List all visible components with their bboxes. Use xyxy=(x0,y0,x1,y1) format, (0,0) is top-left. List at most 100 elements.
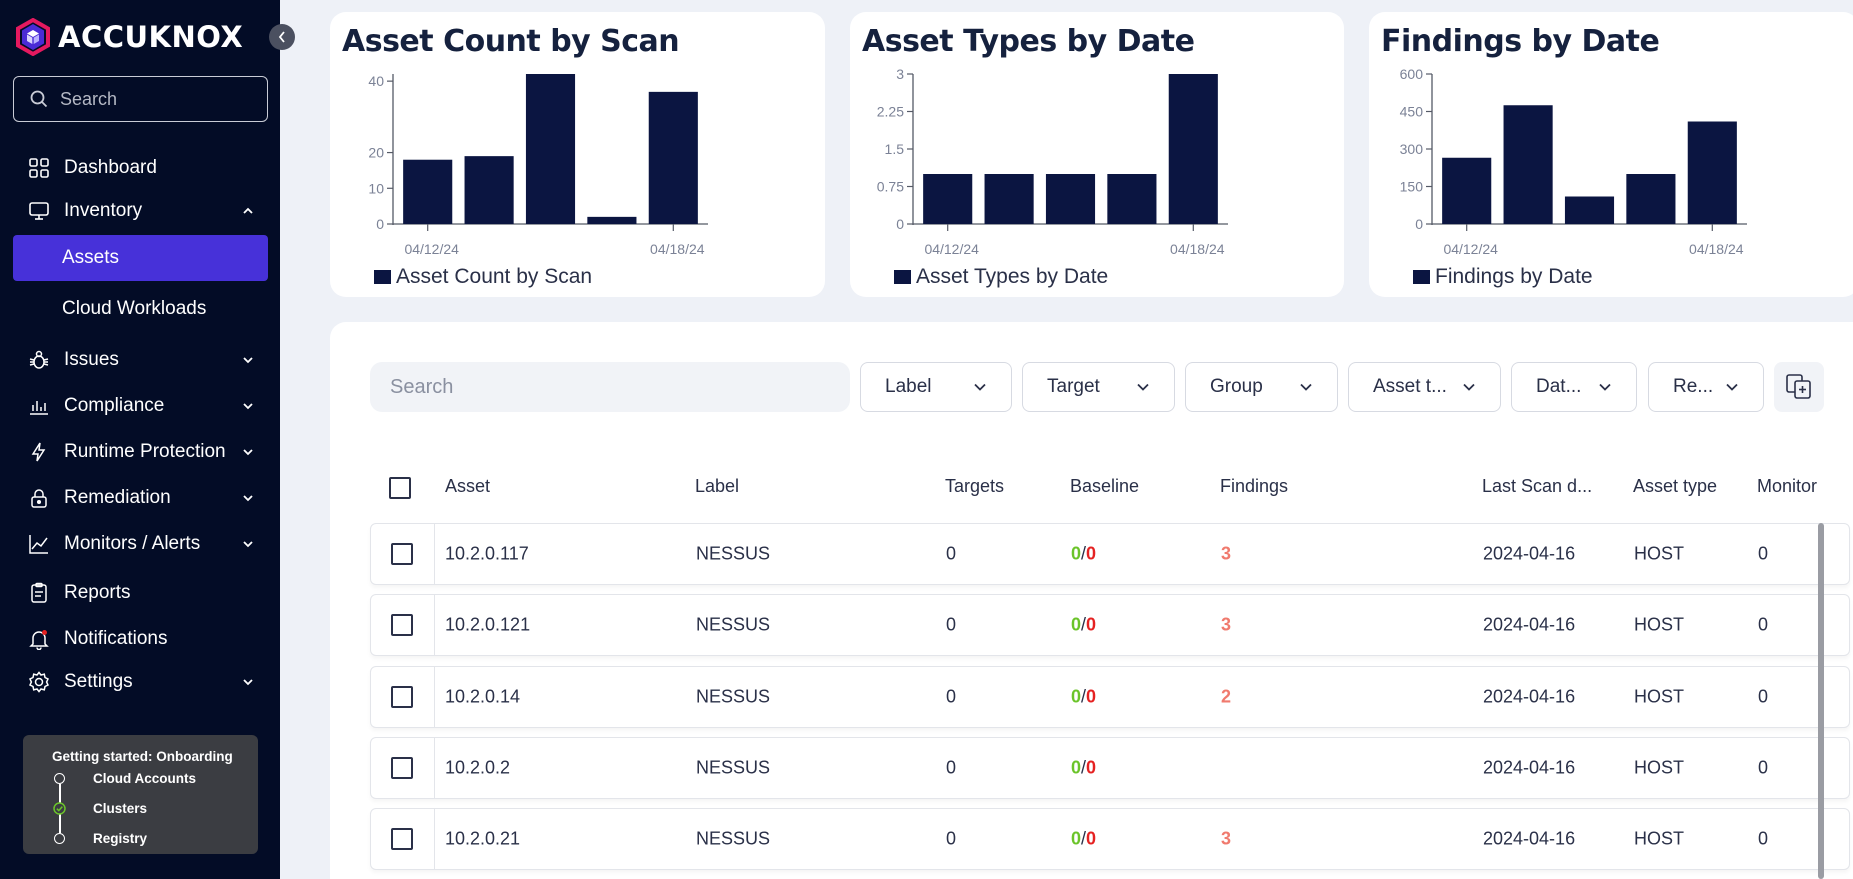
cell-last-scan: 2024-04-16 xyxy=(1483,757,1576,778)
sidebar-item-runtime-protection[interactable]: Runtime Protection xyxy=(28,441,254,463)
table-row[interactable]: 10.2.0.14 NESSUS 0 0/0 2 2024-04-16 HOST… xyxy=(370,666,1850,728)
bug-icon xyxy=(29,350,49,369)
step-done-icon xyxy=(53,802,66,815)
filter-re-dropdown[interactable]: Re... xyxy=(1648,362,1764,412)
sidebar-item-label: Inventory xyxy=(64,200,143,221)
cell-monitor: 0 xyxy=(1758,686,1769,707)
select-all-checkbox[interactable] xyxy=(389,477,411,499)
x-tick-label: 04/12/24 xyxy=(1443,241,1498,257)
filter-date-dropdown[interactable]: Dat... xyxy=(1511,362,1637,412)
cell-asset[interactable]: 10.2.0.2 xyxy=(445,757,511,778)
legend-label: Asset Count by Scan xyxy=(396,265,592,288)
filter-target-dropdown[interactable]: Target xyxy=(1022,362,1175,412)
cell-label: NESSUS xyxy=(696,757,771,778)
table-scrollbar[interactable] xyxy=(1818,523,1824,879)
row-checkbox[interactable] xyxy=(391,543,413,565)
sidebar-item-inventory[interactable]: Inventory xyxy=(28,200,254,222)
filter-asset-type-dropdown[interactable]: Asset t... xyxy=(1348,362,1501,412)
row-checkbox[interactable] xyxy=(391,828,413,850)
chevron-down-icon xyxy=(1599,383,1611,391)
add-copy-button[interactable] xyxy=(1774,362,1824,412)
legend-swatch xyxy=(374,270,391,284)
sidebar-item-remediation[interactable]: Remediation xyxy=(28,487,254,509)
table-row[interactable]: 10.2.0.2 NESSUS 0 0/0 2024-04-16 HOST 0 xyxy=(370,737,1850,799)
compliance-icon xyxy=(30,401,48,415)
filter-label: Target xyxy=(1047,376,1100,397)
sidebar-item-label: Cloud Workloads xyxy=(62,298,207,319)
column-header-baseline[interactable]: Baseline xyxy=(1070,476,1140,496)
cell-baseline: 0/0 xyxy=(1071,543,1097,564)
chart-bar xyxy=(648,91,698,224)
row-checkbox[interactable] xyxy=(391,757,413,779)
cell-last-scan: 2024-04-16 xyxy=(1483,686,1576,707)
sidebar-item-label: Notifications xyxy=(64,628,168,649)
sidebar-item-reports[interactable]: Reports xyxy=(28,582,254,604)
accuknox-logo-icon xyxy=(16,18,50,56)
row-checkbox[interactable] xyxy=(391,614,413,636)
sidebar-item-notifications[interactable]: Notifications xyxy=(28,628,254,650)
onboarding-step-registry[interactable]: Registry xyxy=(93,831,148,846)
cell-findings[interactable]: 3 xyxy=(1221,614,1232,635)
sidebar-item-compliance[interactable]: Compliance xyxy=(28,395,254,417)
onboarding-widget[interactable]: Getting started: Onboarding Cloud Accoun… xyxy=(23,735,258,854)
sidebar-item-cloud-workloads[interactable]: Cloud Workloads xyxy=(62,298,206,320)
row-checkbox[interactable] xyxy=(391,686,413,708)
column-header-last-scan[interactable]: Last Scan d... xyxy=(1482,476,1593,496)
cell-findings[interactable]: 2 xyxy=(1221,686,1232,707)
sidebar-search-input[interactable]: Search xyxy=(13,76,268,122)
inventory-icon xyxy=(29,202,49,220)
filter-label: Label xyxy=(885,376,932,397)
chart-bar xyxy=(1626,174,1676,224)
table-search-input[interactable]: Search xyxy=(370,362,850,412)
column-header-asset-type[interactable]: Asset type xyxy=(1633,476,1718,496)
column-header-label[interactable]: Label xyxy=(695,476,740,496)
sidebar-item-issues[interactable]: Issues xyxy=(28,349,254,371)
cell-monitor: 0 xyxy=(1758,828,1769,849)
sidebar-item-label: Settings xyxy=(64,671,133,692)
cell-targets: 0 xyxy=(946,543,957,564)
chevron-down-icon xyxy=(243,541,253,548)
x-tick-label: 04/18/24 xyxy=(1170,241,1225,257)
brand-name: ACCUKNOX xyxy=(58,20,244,54)
findings-chart: 0 150 300 450 600 04/12/24 04/18/24 Findings by… xyxy=(1400,66,1747,288)
filter-label-dropdown[interactable]: Label xyxy=(860,362,1012,412)
onboarding-step-cloud-accounts[interactable]: Cloud Accounts xyxy=(93,771,196,786)
cell-findings[interactable]: 3 xyxy=(1221,828,1232,849)
y-tick-label: 1.5 xyxy=(885,141,905,157)
cell-asset[interactable]: 10.2.0.121 xyxy=(445,614,531,635)
column-header-findings[interactable]: Findings xyxy=(1220,476,1289,496)
table-row[interactable]: 10.2.0.121 NESSUS 0 0/0 3 2024-04-16 HOS… xyxy=(370,594,1850,656)
step-pending-icon xyxy=(54,773,65,784)
baseline-pass: 0 xyxy=(1071,614,1082,635)
brand-logo[interactable]: ACCUKNOX xyxy=(14,18,243,56)
sidebar-item-label: Dashboard xyxy=(64,157,157,178)
sidebar-item-assets[interactable]: Assets xyxy=(13,235,268,281)
column-header-targets[interactable]: Targets xyxy=(945,476,1005,496)
onboarding-step-clusters[interactable]: Clusters xyxy=(93,801,148,816)
chart-bar xyxy=(1107,174,1157,224)
baseline-fail: 0 xyxy=(1086,828,1097,849)
row-checkbox-cell xyxy=(371,738,435,798)
collapse-sidebar-button[interactable] xyxy=(269,24,295,50)
column-header-monitor[interactable]: Monitor xyxy=(1757,476,1818,496)
cell-asset[interactable]: 10.2.0.14 xyxy=(445,686,521,707)
cell-findings[interactable]: 3 xyxy=(1221,543,1232,564)
legend-label: Findings by Date xyxy=(1435,265,1593,288)
table-row[interactable]: 10.2.0.21 NESSUS 0 0/0 3 2024-04-16 HOST… xyxy=(370,808,1850,870)
cell-asset[interactable]: 10.2.0.21 xyxy=(445,828,521,849)
table-row[interactable]: 10.2.0.117 NESSUS 0 0/0 3 2024-04-16 HOS… xyxy=(370,523,1850,585)
sidebar-item-dashboard[interactable]: Dashboard xyxy=(28,157,254,179)
row-checkbox-cell xyxy=(371,809,435,869)
cell-asset[interactable]: 10.2.0.117 xyxy=(445,543,529,564)
filter-group-dropdown[interactable]: Group xyxy=(1185,362,1338,412)
chart-bar xyxy=(1442,157,1492,224)
x-tick-label: 04/12/24 xyxy=(924,241,979,257)
y-tick-label: 0 xyxy=(896,216,904,232)
sidebar-item-settings[interactable]: Settings xyxy=(28,671,254,693)
cell-baseline: 0/0 xyxy=(1071,757,1097,778)
sidebar-search-placeholder: Search xyxy=(60,88,118,109)
column-header-asset[interactable]: Asset xyxy=(445,476,491,496)
chevron-down-icon xyxy=(243,357,253,364)
sidebar-item-monitors-alerts[interactable]: Monitors / Alerts xyxy=(28,533,254,555)
chevron-down-icon xyxy=(1463,383,1475,391)
